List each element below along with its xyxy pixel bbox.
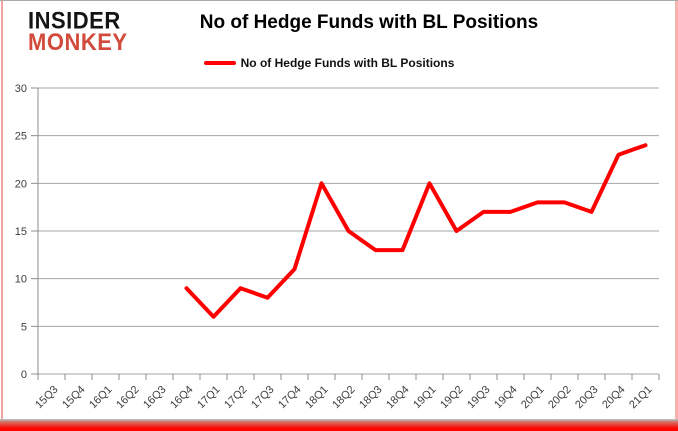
svg-text:10: 10 xyxy=(15,274,27,286)
svg-text:19Q3: 19Q3 xyxy=(465,384,493,412)
insider-monkey-logo: INSIDER MONKEY xyxy=(28,6,128,56)
svg-text:20Q4: 20Q4 xyxy=(600,384,628,412)
svg-text:20: 20 xyxy=(15,178,27,190)
svg-text:18Q2: 18Q2 xyxy=(330,384,358,412)
svg-text:16Q4: 16Q4 xyxy=(168,384,196,412)
svg-text:18Q3: 18Q3 xyxy=(357,384,385,412)
svg-text:25: 25 xyxy=(15,131,27,143)
logo-monkey-text: MONKEY xyxy=(28,28,128,56)
svg-text:18Q4: 18Q4 xyxy=(384,384,412,412)
svg-text:17Q4: 17Q4 xyxy=(276,384,304,412)
svg-text:15Q4: 15Q4 xyxy=(60,384,88,412)
svg-text:18Q1: 18Q1 xyxy=(303,384,331,412)
svg-text:20Q1: 20Q1 xyxy=(519,384,547,412)
svg-text:30: 30 xyxy=(15,83,27,95)
logo-insider-text: INSIDER xyxy=(28,6,121,34)
svg-text:19Q4: 19Q4 xyxy=(492,384,520,412)
svg-text:0: 0 xyxy=(21,369,27,381)
bottom-border-glow xyxy=(0,419,678,431)
left-border-glow xyxy=(1,1,3,431)
svg-text:16Q1: 16Q1 xyxy=(87,384,115,412)
svg-text:20Q2: 20Q2 xyxy=(546,384,574,412)
svg-text:15: 15 xyxy=(15,226,27,238)
svg-text:20Q3: 20Q3 xyxy=(573,384,601,412)
right-border-glow xyxy=(675,1,678,431)
chart-title: No of Hedge Funds with BL Positions xyxy=(199,12,539,33)
svg-text:16Q3: 16Q3 xyxy=(141,384,169,412)
svg-text:19Q1: 19Q1 xyxy=(411,384,439,412)
legend-line-swatch xyxy=(203,61,236,65)
svg-text:21Q1: 21Q1 xyxy=(627,384,655,412)
svg-text:17Q2: 17Q2 xyxy=(222,384,250,412)
legend-label: No of Hedge Funds with BL Positions xyxy=(240,56,455,70)
svg-text:5: 5 xyxy=(21,321,27,333)
svg-text:17Q3: 17Q3 xyxy=(249,384,277,412)
svg-text:17Q1: 17Q1 xyxy=(195,384,223,412)
svg-text:19Q2: 19Q2 xyxy=(438,384,466,412)
chart-legend: No of Hedge Funds with BL Positions xyxy=(0,56,658,70)
svg-text:16Q2: 16Q2 xyxy=(114,384,142,412)
svg-text:15Q3: 15Q3 xyxy=(33,384,61,412)
